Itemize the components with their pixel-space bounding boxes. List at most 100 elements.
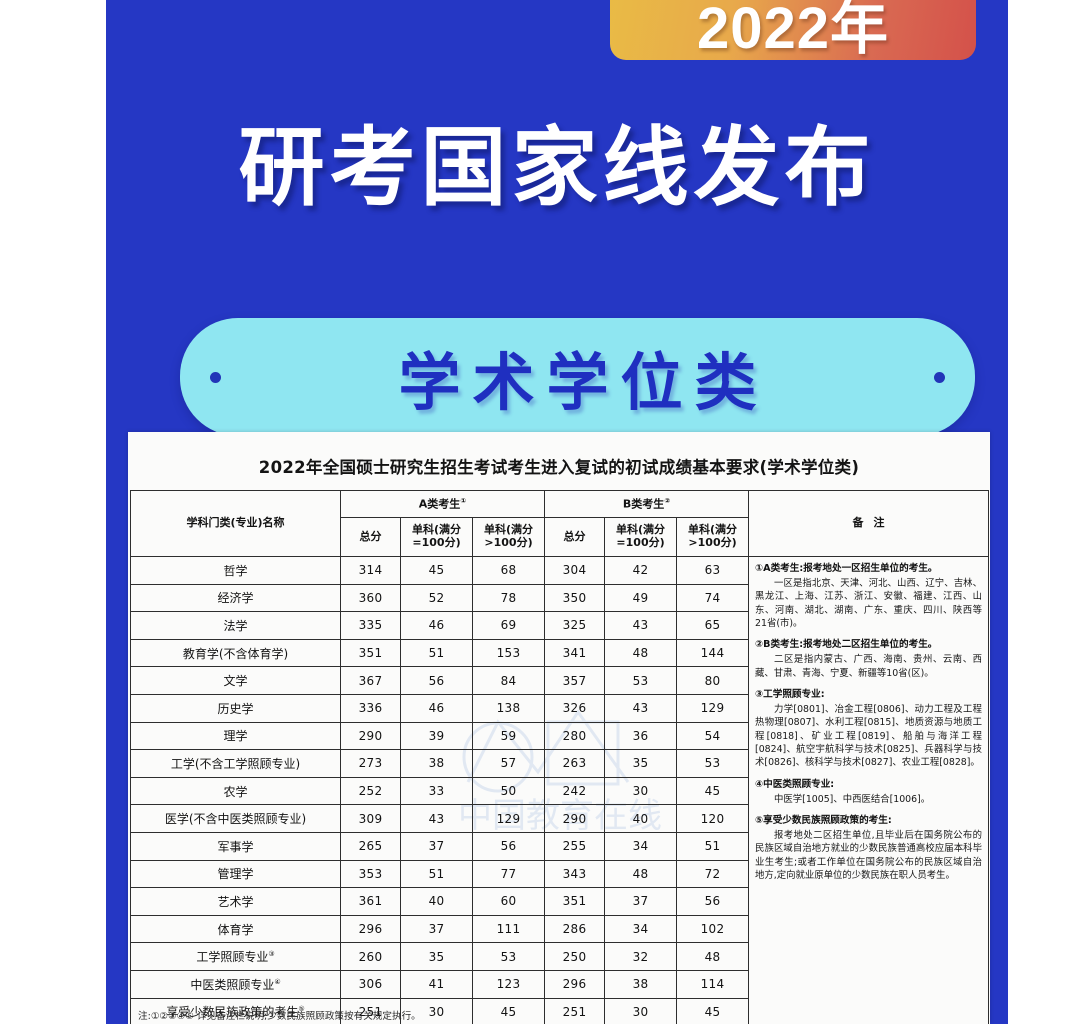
- table-row: 享受少数民族政策的考生⑤ 251 30 45 251 30 45: [130, 997, 989, 1024]
- row-b-total: 343: [544, 859, 606, 889]
- remark-head: ④中医类照顾专业:: [755, 778, 835, 790]
- plate-hole-right-icon: [934, 372, 945, 383]
- row-a-gt100: 68: [471, 556, 546, 585]
- table-row: 农学 252 33 50 242 30 45: [130, 776, 989, 806]
- row-a-gt100: 153: [471, 638, 546, 668]
- row-a-total: 251: [340, 997, 401, 1024]
- row-a-gt100: 111: [471, 914, 546, 944]
- remark-head: ②B类考生:报考地处二区招生单位的考生。: [755, 639, 938, 651]
- row-subject: 军事学: [130, 831, 341, 861]
- row-a-total: 306: [340, 969, 401, 999]
- row-a-gt100: 138: [471, 693, 546, 723]
- remark-head: ⑤享受少数民族照顾政策的考生:: [755, 814, 892, 826]
- table-row: 理学 290 39 59 280 36 54: [130, 721, 989, 751]
- row-b-total: 296: [544, 969, 606, 999]
- header-remark: 备注: [748, 490, 990, 557]
- row-a-total: 361: [340, 887, 401, 916]
- row-a-le100: 46: [400, 693, 473, 723]
- table-row: 教育学(不含体育学) 351 51 153 341 48 144: [130, 638, 989, 668]
- row-subject: 享受少数民族政策的考生⑤: [130, 997, 341, 1024]
- row-b-le100: 30: [604, 997, 678, 1024]
- row-b-total: 255: [544, 831, 606, 861]
- row-a-total: 252: [340, 776, 401, 806]
- row-b-total: 341: [544, 638, 606, 668]
- row-a-le100: 33: [400, 776, 473, 806]
- row-a-gt100: 53: [471, 942, 546, 971]
- remark-block: ②B类考生:报考地处二区招生单位的考生。 二区是指内蒙古、广西、海南、贵州、云南、…: [755, 639, 982, 680]
- header-b-le100-label: 单科(满分 =100分): [616, 523, 666, 549]
- row-b-le100: 34: [604, 831, 678, 861]
- table-row: 法学 335 46 69 325 43 65: [130, 611, 989, 640]
- header-a-gt100-label: 单科(满分 >100分): [484, 523, 534, 549]
- row-b-gt100: 144: [676, 638, 750, 668]
- row-a-le100: 46: [400, 611, 473, 640]
- row-b-total: 250: [544, 942, 606, 971]
- row-subject: 管理学: [130, 859, 341, 889]
- row-b-total: 326: [544, 693, 606, 723]
- header-group-b: B类考生②: [544, 490, 750, 518]
- row-a-gt100: 45: [471, 997, 546, 1024]
- row-b-le100: 37: [604, 887, 678, 916]
- header-a-total: 总分: [340, 517, 401, 557]
- table-row: 历史学 336 46 138 326 43 129: [130, 693, 989, 723]
- row-b-total: 325: [544, 611, 606, 640]
- row-a-le100: 41: [400, 969, 473, 999]
- row-b-le100: 34: [604, 914, 678, 944]
- row-a-le100: 45: [400, 556, 473, 585]
- row-b-le100: 53: [604, 666, 678, 695]
- row-a-le100: 37: [400, 914, 473, 944]
- row-b-le100: 36: [604, 721, 678, 751]
- row-subject: 工学照顾专业③: [130, 942, 341, 971]
- remark-body: 一区是指北京、天津、河北、山西、辽宁、吉林、黑龙江、上海、江苏、浙江、安徽、福建…: [755, 577, 983, 629]
- row-a-le100: 51: [400, 638, 473, 668]
- row-subject: 法学: [130, 611, 341, 640]
- table-header: 学科门类(专业)名称 A类考生① B类考生② 备注 总分 单科(满分 =100分)…: [130, 490, 990, 557]
- row-a-gt100: 60: [471, 887, 546, 916]
- remark-head: ③工学照顾专业:: [755, 688, 825, 700]
- poster-headline: 研考国家线发布: [106, 122, 1008, 215]
- row-b-gt100: 63: [676, 556, 750, 585]
- header-group-b-label: B类考生: [622, 497, 665, 511]
- row-a-gt100: 69: [471, 611, 546, 640]
- header-subject: 学科门类(专业)名称: [130, 490, 341, 557]
- row-b-total: 286: [544, 914, 606, 944]
- row-b-total: 351: [544, 887, 606, 916]
- row-subject: 经济学: [130, 583, 341, 613]
- row-a-gt100: 77: [471, 859, 546, 889]
- row-a-le100: 37: [400, 831, 473, 861]
- row-a-le100: 51: [400, 859, 473, 889]
- row-a-total: 353: [340, 859, 401, 889]
- document-footnote: 注:①②③④⑤ 详见备注栏说明;少数民族照顾政策按有关规定执行。: [138, 1011, 421, 1020]
- row-a-gt100: 50: [471, 776, 546, 806]
- remark-body: 中医学[1005]、中西医结合[1006]。: [774, 793, 931, 805]
- row-b-le100: 30: [604, 776, 678, 806]
- row-a-gt100: 123: [471, 969, 546, 999]
- row-subject: 体育学: [130, 914, 341, 944]
- year-ribbon-badge: 2022年: [610, 0, 976, 60]
- headline-text: 研考国家线发布: [238, 120, 876, 216]
- row-b-gt100: 45: [676, 997, 750, 1024]
- header-group-b-sup: ②: [664, 496, 671, 505]
- header-b-gt100: 单科(满分 >100分): [676, 517, 750, 557]
- row-a-total: 309: [340, 804, 401, 833]
- plate-hole-left-icon: [210, 372, 221, 383]
- row-b-total: 357: [544, 666, 606, 695]
- row-subject: 哲学: [130, 556, 341, 585]
- row-a-le100: 43: [400, 804, 473, 833]
- row-a-total: 265: [340, 831, 401, 861]
- row-a-le100: 39: [400, 721, 473, 751]
- row-a-gt100: 59: [471, 721, 546, 751]
- row-subject: 艺术学: [130, 887, 341, 916]
- table-body: 哲学 314 45 68 304 42 63 ①A类考生:报考地处一区招生单位的考生。 一区是指…: [130, 555, 990, 1024]
- row-a-total: 360: [340, 583, 401, 613]
- row-subject: 工学(不含工学照顾专业): [130, 749, 341, 778]
- remark-body: 力学[0801]、冶金工程[0806]、动力工程及工程热物理[0807]、水利工…: [755, 703, 983, 769]
- row-a-gt100: 84: [471, 666, 546, 695]
- table-row: 文学 367 56 84 357 53 80: [130, 666, 989, 695]
- table-row: 管理学 353 51 77 343 48 72: [130, 859, 989, 889]
- row-a-le100: 30: [400, 997, 473, 1024]
- row-b-gt100: 48: [676, 942, 750, 971]
- row-b-le100: 38: [604, 969, 678, 999]
- row-b-le100: 43: [604, 693, 678, 723]
- header-group-a-sup: ①: [460, 496, 467, 505]
